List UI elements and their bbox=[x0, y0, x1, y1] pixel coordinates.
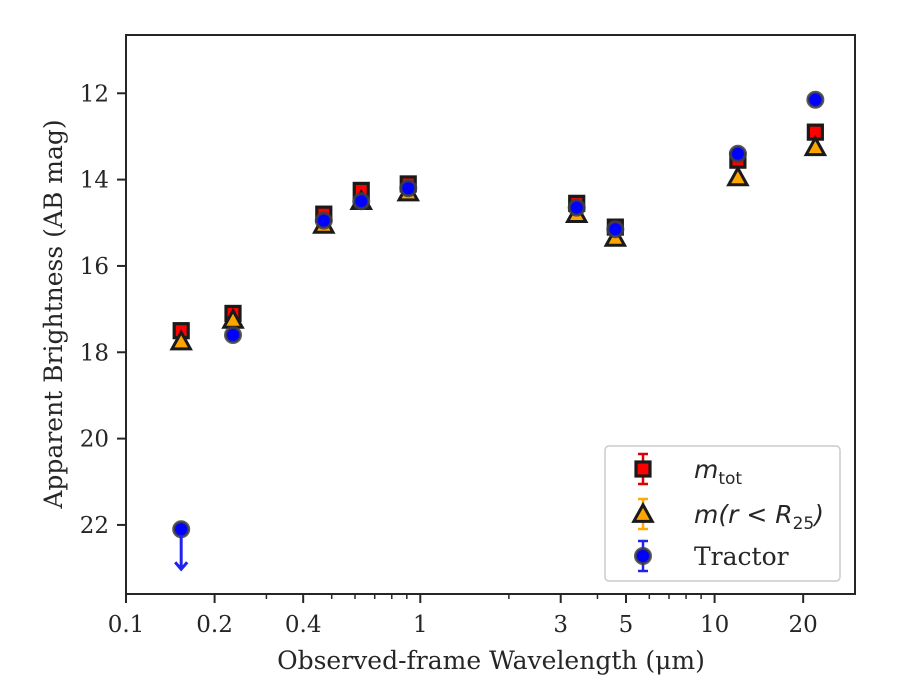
data-point bbox=[606, 220, 625, 239]
x-tick-label: 3 bbox=[553, 612, 568, 638]
data-point bbox=[172, 520, 191, 539]
y-axis-label: Apparent Brightness (AB mag) bbox=[39, 119, 68, 509]
x-tick-label: 0.4 bbox=[285, 612, 322, 638]
upper-limit-arrowhead bbox=[174, 561, 189, 572]
legend-marker bbox=[634, 547, 652, 565]
legend-label: m(r < R25) bbox=[694, 500, 824, 534]
data-point bbox=[806, 90, 825, 109]
y-tick-label: 16 bbox=[80, 254, 109, 280]
x-tick-label: 10 bbox=[700, 612, 729, 638]
y-tick-label: 18 bbox=[80, 340, 109, 366]
y-tick-label: 22 bbox=[80, 513, 109, 539]
data-point bbox=[169, 329, 193, 351]
x-axis-label: Observed-frame Wavelength (μm) bbox=[277, 646, 705, 675]
plot-area: 0.1 0.2 0.4 1 3 5 10 20 12 14 16 18 20 22 mtot m(r < R2… bbox=[80, 34, 856, 638]
x-tick-label: 1 bbox=[413, 612, 428, 638]
data-point bbox=[314, 211, 333, 230]
axes-frame bbox=[125, 34, 856, 595]
data-point bbox=[803, 134, 828, 157]
legend-box bbox=[604, 445, 841, 582]
data-point bbox=[567, 198, 586, 217]
y-tick-label: 14 bbox=[80, 168, 109, 194]
x-tick-label: 0.1 bbox=[108, 612, 145, 638]
legend: mtot m(r < R25) Tractor bbox=[604, 445, 841, 582]
x-tick-label: 0.2 bbox=[196, 612, 233, 638]
data-point bbox=[224, 326, 243, 345]
data-point bbox=[726, 165, 750, 187]
y-tick-label: 20 bbox=[80, 427, 109, 453]
x-tick-label: 5 bbox=[619, 612, 634, 638]
data-point bbox=[728, 144, 747, 163]
data-point bbox=[352, 192, 371, 211]
legend-marker bbox=[631, 501, 655, 523]
legend-label: mtot bbox=[694, 455, 742, 489]
y-tick-label: 12 bbox=[80, 81, 109, 107]
data-point bbox=[399, 179, 418, 198]
x-tick-label: 20 bbox=[789, 612, 818, 638]
legend-marker bbox=[634, 460, 652, 478]
legend-label: Tractor bbox=[694, 542, 789, 571]
